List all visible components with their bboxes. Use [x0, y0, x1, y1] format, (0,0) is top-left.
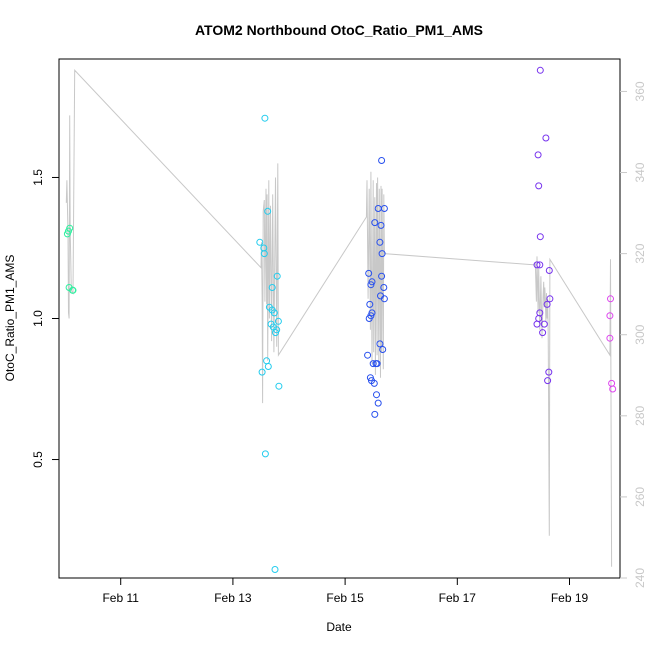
data-point — [273, 272, 281, 280]
x-tick-label: Feb 13 — [214, 591, 252, 605]
data-point — [373, 391, 380, 399]
y2-tick-label: 280 — [633, 405, 647, 425]
data-point — [606, 334, 614, 342]
x-tick-label: Feb 19 — [551, 591, 589, 605]
data-point — [374, 399, 382, 407]
data-point — [536, 261, 544, 269]
data-point — [535, 182, 543, 190]
data-point — [264, 363, 272, 370]
data-point — [256, 238, 264, 246]
data-point — [543, 300, 551, 308]
data-point — [275, 382, 283, 390]
data-point — [365, 269, 373, 277]
data-point — [380, 284, 388, 291]
y-axis-left: 0.5 1.0 1.5 — [31, 169, 59, 468]
data-point — [536, 66, 544, 74]
series-line — [65, 69, 613, 567]
data-point — [533, 320, 541, 328]
data-point — [536, 233, 544, 241]
y-axis-label: OtoC_Ratio_PM1_AMS — [3, 255, 17, 382]
data-point — [544, 377, 552, 385]
points-layer — [63, 66, 617, 573]
data-point — [606, 312, 614, 320]
y2-tick-label: 360 — [633, 81, 647, 101]
data-point — [261, 450, 269, 458]
data-point — [370, 379, 378, 387]
data-point — [268, 284, 276, 291]
data-point — [380, 295, 388, 303]
line-layer — [65, 69, 613, 567]
y2-tick-label: 260 — [633, 487, 647, 507]
y-tick-label: 0.5 — [31, 451, 45, 468]
x-axis-label: Date — [326, 620, 352, 634]
data-point — [542, 134, 550, 142]
y2-tick-label: 340 — [633, 162, 647, 182]
data-point — [545, 368, 553, 376]
y2-tick-label: 320 — [633, 243, 647, 263]
data-point — [546, 295, 554, 303]
data-point — [539, 329, 547, 337]
data-point — [534, 151, 542, 159]
y-tick-label: 1.5 — [31, 169, 45, 186]
data-point — [272, 329, 279, 337]
x-tick-label: Feb 15 — [326, 591, 364, 605]
data-point — [378, 157, 386, 164]
data-point — [367, 281, 375, 289]
y2-tick-label: 240 — [633, 568, 647, 588]
data-point — [369, 360, 377, 368]
y-tick-label: 1.0 — [31, 310, 45, 327]
x-axis: Feb 11 Feb 13 Feb 15 Feb 17 Feb 19 — [102, 578, 589, 605]
data-point — [376, 238, 384, 246]
data-point — [261, 114, 269, 122]
data-point — [66, 224, 74, 232]
data-point — [545, 267, 553, 274]
data-point — [378, 272, 386, 280]
data-point — [274, 317, 282, 325]
data-point — [364, 351, 372, 359]
data-point — [379, 346, 387, 353]
data-point — [371, 410, 379, 418]
data-point — [373, 360, 381, 368]
data-point — [258, 368, 266, 376]
data-point — [271, 566, 279, 573]
x-tick-label: Feb 11 — [102, 591, 139, 605]
data-point — [377, 221, 385, 229]
data-point — [607, 295, 614, 303]
data-point — [533, 261, 541, 269]
data-point — [270, 309, 278, 317]
data-point — [365, 315, 373, 322]
data-point — [378, 250, 386, 258]
data-point — [260, 250, 268, 258]
data-point — [380, 205, 388, 212]
data-point — [69, 286, 76, 294]
data-point — [540, 320, 548, 328]
data-point — [376, 340, 384, 348]
data-point — [366, 300, 374, 308]
data-point — [371, 219, 379, 227]
y-axis-right: 240 260 280 300 320 340 360 — [620, 81, 647, 588]
data-point — [609, 385, 617, 393]
y2-tick-label: 300 — [633, 324, 647, 344]
data-point — [264, 207, 272, 215]
x-tick-label: Feb 17 — [439, 591, 477, 605]
chart-title: ATOM2 Northbound OtoC_Ratio_PM1_AMS — [195, 22, 483, 38]
